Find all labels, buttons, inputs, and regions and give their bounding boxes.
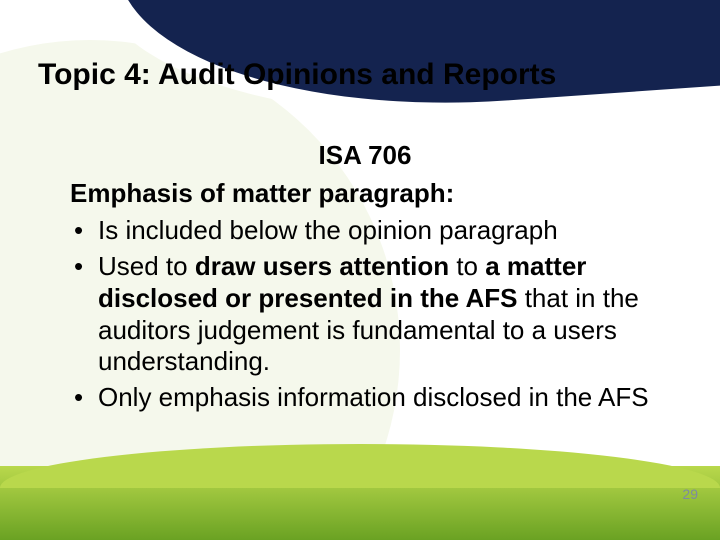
slide-content: ISA 706 Emphasis of matter paragraph: Is…: [70, 140, 660, 418]
bullet-item: Is included below the opinion paragraph: [70, 215, 660, 247]
bullet-item: Used to draw users attention to a matter…: [70, 251, 660, 378]
bullet-list: Is included below the opinion paragraph U…: [70, 215, 660, 413]
slide: Topic 4: Audit Opinions and Reports ISA …: [0, 0, 720, 540]
subheading: Emphasis of matter paragraph:: [70, 178, 660, 210]
page-number: 29: [682, 486, 698, 502]
bullet-text: Only emphasis information disclosed in t…: [98, 382, 649, 412]
bullet-text-bold: draw users attention: [195, 251, 457, 281]
bullet-text: Is included below the opinion paragraph: [98, 215, 558, 245]
bullet-item: Only emphasis information disclosed in t…: [70, 382, 660, 414]
bullet-text: Used to: [98, 251, 195, 281]
bullet-text: to: [456, 251, 485, 281]
slide-title: Topic 4: Audit Opinions and Reports: [38, 58, 556, 92]
isa-heading: ISA 706: [70, 140, 660, 172]
bottom-band-green: [0, 466, 720, 540]
